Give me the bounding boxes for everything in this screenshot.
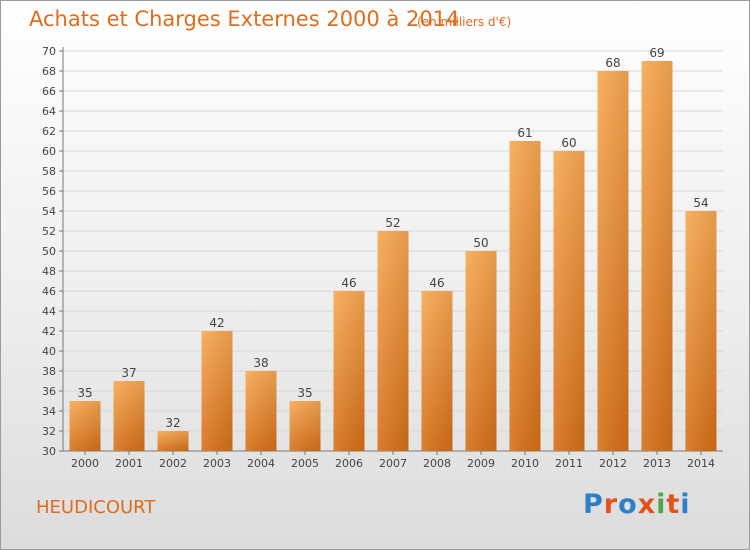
- y-tick-label: 30: [42, 445, 56, 458]
- y-tick-label: 36: [42, 385, 56, 398]
- proxiti-logo[interactable]: Proxiti: [583, 489, 691, 520]
- bar-shade: [597, 71, 629, 451]
- data-label: 54: [693, 196, 708, 210]
- bar-shade: [69, 401, 101, 451]
- y-tick-label: 38: [42, 365, 56, 378]
- data-label: 32: [165, 416, 180, 430]
- y-tick-label: 62: [42, 125, 56, 138]
- bar-shade: [685, 211, 717, 451]
- x-tick-label: 2001: [115, 457, 143, 470]
- bar-shade: [641, 61, 673, 451]
- bar-shade: [289, 401, 321, 451]
- data-label: 37: [121, 366, 136, 380]
- y-tick-label: 64: [42, 105, 56, 118]
- y-tick-label: 60: [42, 145, 56, 158]
- bar-shade: [553, 151, 585, 451]
- y-tick-label: 68: [42, 65, 56, 78]
- data-label: 50: [473, 236, 488, 250]
- chart-title: Achats et Charges Externes 2000 à 2014: [29, 7, 460, 31]
- x-tick-label: 2009: [467, 457, 495, 470]
- y-tick-label: 46: [42, 285, 56, 298]
- logo-letter: t: [666, 489, 681, 520]
- bar-shade: [333, 291, 365, 451]
- data-label: 68: [605, 56, 620, 70]
- bar-shade: [421, 291, 453, 451]
- bar-shade: [245, 371, 277, 451]
- logo-letter: o: [618, 489, 638, 520]
- data-label: 42: [209, 316, 224, 330]
- labels: 30 32 34 36 38 40 42 44 46 48 50 52 54 56 58 60 62 64 66 68…: [42, 45, 715, 470]
- logo-letter: x: [637, 489, 657, 520]
- x-tick-label: 2005: [291, 457, 319, 470]
- logo-letter: i: [656, 489, 667, 520]
- data-label: 52: [385, 216, 400, 230]
- bar-shade: [509, 141, 541, 451]
- y-tick-label: 32: [42, 425, 56, 438]
- x-tick-label: 2002: [159, 457, 187, 470]
- logo-letter: r: [603, 489, 619, 520]
- bar-shade: [377, 231, 409, 451]
- x-tick-label: 2010: [511, 457, 539, 470]
- y-tick-label: 50: [42, 245, 56, 258]
- data-label: 60: [561, 136, 576, 150]
- x-tick-label: 2004: [247, 457, 275, 470]
- logo-letter: i: [680, 489, 691, 520]
- x-tick-label: 2011: [555, 457, 583, 470]
- x-tick-label: 2013: [643, 457, 671, 470]
- y-tick-label: 66: [42, 85, 56, 98]
- y-tick-label: 54: [42, 205, 56, 218]
- x-tick-label: 2000: [71, 457, 99, 470]
- bar-shade: [113, 381, 145, 451]
- data-label: 61: [517, 126, 532, 140]
- y-tick-label: 42: [42, 325, 56, 338]
- y-tick-label: 52: [42, 225, 56, 238]
- y-tick-label: 70: [42, 45, 56, 58]
- y-tick-label: 48: [42, 265, 56, 278]
- x-tick-label: 2012: [599, 457, 627, 470]
- bars: [69, 61, 717, 451]
- y-tick-label: 56: [42, 185, 56, 198]
- bar-shade: [157, 431, 189, 451]
- logo-letter: P: [583, 489, 604, 520]
- x-tick-label: 2003: [203, 457, 231, 470]
- data-label: 35: [297, 386, 312, 400]
- data-label: 46: [341, 276, 356, 290]
- commune-name: HEUDICOURT: [36, 497, 156, 518]
- x-tick-label: 2014: [687, 457, 715, 470]
- data-label: 69: [649, 46, 664, 60]
- y-tick-label: 40: [42, 345, 56, 358]
- chart-subtitle: (en milliers d'€): [417, 15, 512, 29]
- y-tick-label: 44: [42, 305, 56, 318]
- bar-shade: [465, 251, 497, 451]
- x-tick-label: 2007: [379, 457, 407, 470]
- data-label: 35: [77, 386, 92, 400]
- y-tick-label: 34: [42, 405, 56, 418]
- bar-shade: [201, 331, 233, 451]
- data-label: 38: [253, 356, 268, 370]
- data-label: 46: [429, 276, 444, 290]
- y-tick-label: 58: [42, 165, 56, 178]
- x-tick-label: 2006: [335, 457, 363, 470]
- x-tick-label: 2008: [423, 457, 451, 470]
